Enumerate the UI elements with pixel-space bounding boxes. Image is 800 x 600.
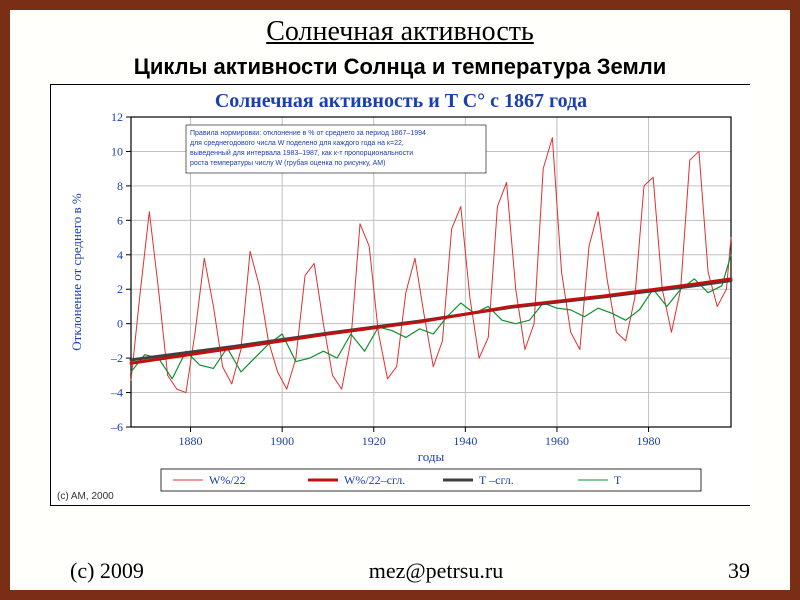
svg-text:1940: 1940 bbox=[453, 434, 477, 448]
svg-text:1920: 1920 bbox=[362, 434, 386, 448]
svg-text:4: 4 bbox=[117, 248, 123, 262]
svg-text:–6: –6 bbox=[110, 420, 123, 434]
page-title: Солнечная активность bbox=[10, 16, 790, 48]
svg-text:1980: 1980 bbox=[637, 434, 661, 448]
footer-copyright: (с) 2009 bbox=[70, 558, 144, 584]
svg-text:Отклонение от среднего в %: Отклонение от среднего в % bbox=[69, 193, 84, 351]
svg-text:W%/22: W%/22 bbox=[209, 473, 246, 487]
svg-text:(c) AM, 2000: (c) AM, 2000 bbox=[57, 491, 114, 502]
svg-text:роста температуры числу W (гру: роста температуры числу W (грубая оценка… bbox=[190, 159, 385, 167]
svg-text:W%/22–cгл.: W%/22–cгл. bbox=[344, 473, 405, 487]
svg-text:12: 12 bbox=[111, 110, 123, 124]
svg-text:для среднегодового числа W под: для среднегодового числа W поделено для … bbox=[190, 140, 404, 147]
page-subtitle: Циклы активности Солнца и температура Зе… bbox=[10, 54, 790, 80]
svg-text:T: T bbox=[614, 473, 622, 487]
svg-text:–2: –2 bbox=[110, 351, 123, 365]
svg-text:Правила нормировки: отклонение: Правила нормировки: отклонение в % от ср… bbox=[190, 130, 426, 137]
slide-frame: Солнечная активность Циклы активности Со… bbox=[0, 0, 800, 600]
svg-text:выведенный для интервала 1983–: выведенный для интервала 1983–1987, как … bbox=[190, 149, 413, 157]
svg-text:T –cгл.: T –cгл. bbox=[479, 473, 514, 487]
chart-svg: Солнечная активность и T C° с 1867 года –… bbox=[51, 85, 751, 505]
svg-text:1880: 1880 bbox=[179, 434, 203, 448]
footer: (с) 2009 mez@petrsu.ru 39 bbox=[70, 558, 750, 584]
svg-text:6: 6 bbox=[117, 213, 123, 227]
svg-text:1960: 1960 bbox=[545, 434, 569, 448]
svg-text:8: 8 bbox=[117, 179, 123, 193]
footer-email: mez@petrsu.ru bbox=[369, 558, 504, 584]
chart-container: Солнечная активность и T C° с 1867 года –… bbox=[50, 84, 750, 506]
svg-text:2: 2 bbox=[117, 282, 123, 296]
svg-text:1900: 1900 bbox=[270, 434, 294, 448]
svg-text:10: 10 bbox=[111, 144, 123, 158]
svg-text:–4: –4 bbox=[110, 386, 123, 400]
svg-text:годы: годы bbox=[418, 449, 445, 464]
svg-text:0: 0 bbox=[117, 317, 123, 331]
svg-text:Солнечная активность и T C° с: Солнечная активность и T C° с 1867 года bbox=[215, 90, 587, 112]
footer-page-number: 39 bbox=[728, 558, 750, 584]
